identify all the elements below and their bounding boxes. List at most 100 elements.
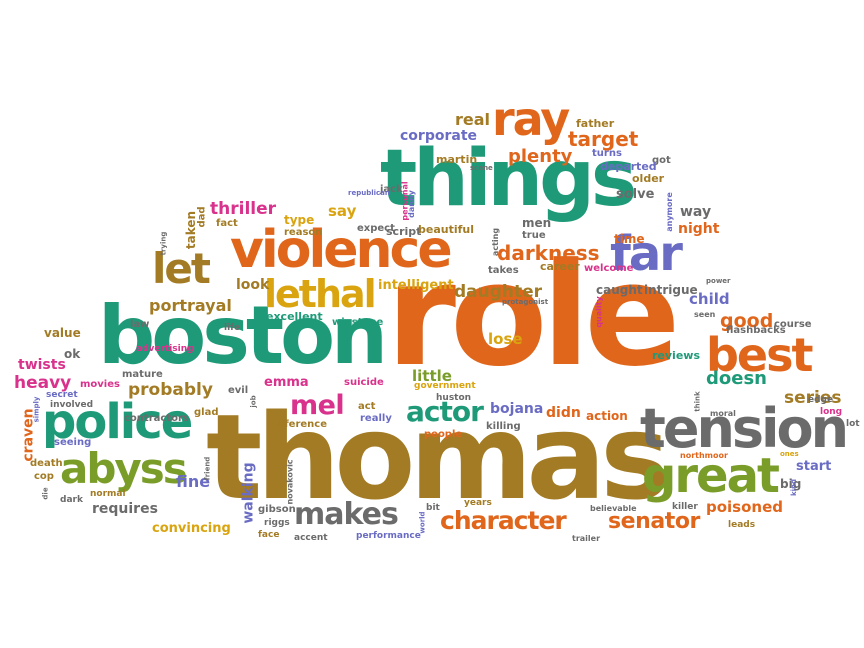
word: martin (436, 153, 478, 166)
word: got (652, 155, 671, 166)
word: jack (380, 184, 403, 195)
word: plenty (508, 146, 573, 167)
word: evil (228, 385, 249, 396)
word: beautiful (418, 223, 475, 236)
word: twists (18, 357, 66, 373)
word: die (41, 487, 50, 500)
word: quality (594, 296, 604, 328)
word: doesn (706, 368, 767, 389)
word: leads (728, 520, 756, 530)
word: actor (406, 395, 484, 428)
word: trailer (572, 534, 601, 543)
word: people (424, 429, 463, 440)
word: intrigue (644, 283, 698, 297)
word: ok (64, 347, 81, 361)
word: script (386, 225, 422, 238)
word: bojana (490, 401, 544, 417)
word: dad (196, 206, 208, 228)
word: fact (216, 218, 238, 229)
word: older (632, 172, 665, 185)
word: long (820, 407, 843, 417)
word: value (44, 326, 81, 340)
word: scene (470, 164, 493, 172)
word: flashbacks (726, 325, 786, 336)
word: mel (290, 390, 345, 421)
word: riggs (264, 518, 290, 528)
word: child (689, 290, 730, 308)
word: movies (80, 379, 120, 390)
word: excellent (266, 310, 323, 323)
word: suicide (344, 377, 384, 388)
word: taken (184, 210, 199, 250)
word: requires (92, 501, 158, 517)
word: time (614, 232, 645, 246)
word: probably (128, 380, 213, 400)
word: father (576, 117, 615, 130)
word: cop (34, 471, 54, 482)
word: men (522, 216, 552, 230)
word: portrayal (149, 296, 232, 315)
word: involved (50, 400, 94, 410)
word: turns (592, 148, 622, 159)
word: northmoor (680, 451, 728, 460)
word: series (784, 388, 842, 408)
word: darkness (497, 241, 600, 265)
word: gibson (258, 504, 296, 515)
word: anymore (664, 192, 674, 232)
word: protagonist (502, 298, 549, 306)
word: seen (694, 310, 716, 319)
word: let (152, 244, 211, 293)
word: walking (240, 462, 257, 524)
word: normal (90, 489, 126, 499)
word: role (386, 233, 681, 398)
word: start (796, 459, 832, 474)
word: law (130, 319, 150, 330)
word: big (780, 477, 802, 491)
word: glad (194, 407, 219, 418)
word: life (224, 323, 241, 333)
word: accent (294, 533, 328, 543)
word: solve (616, 187, 655, 202)
word: act (358, 401, 376, 412)
word: years (464, 498, 492, 508)
word: intelligent (378, 278, 454, 293)
word: danny (406, 190, 416, 218)
word: emma (264, 375, 309, 390)
word: trying (159, 231, 168, 256)
word: reason (284, 227, 323, 238)
word: job (249, 395, 258, 408)
word: type (284, 213, 315, 227)
word: simply (32, 396, 41, 423)
word: poisoned (706, 498, 784, 516)
word: believable (590, 504, 637, 513)
word: night (678, 221, 720, 237)
word: makes (294, 497, 399, 532)
word: far (610, 226, 683, 282)
word: death (30, 458, 63, 469)
word: best (706, 328, 813, 382)
word: target (568, 127, 639, 151)
word: dark (60, 495, 83, 505)
word: little (412, 367, 452, 385)
word: takes (488, 265, 519, 276)
word: face (258, 530, 280, 540)
word: reviews (652, 349, 700, 362)
word: great (642, 448, 780, 504)
word: welcome (584, 263, 634, 274)
word: winstone (332, 317, 384, 328)
word: contractors (124, 413, 189, 424)
word: republican (348, 189, 390, 197)
word: lot (846, 419, 860, 429)
word: heavy (14, 373, 72, 393)
word: departed (600, 160, 657, 173)
word: ray (492, 92, 570, 146)
word: think (693, 391, 702, 412)
word: abyss (60, 444, 188, 493)
word: acting (491, 227, 501, 257)
word: convincing (152, 521, 231, 536)
word: ones (780, 450, 799, 458)
word: novakovic (285, 459, 295, 505)
word: killing (486, 421, 521, 432)
word: lose (488, 330, 523, 348)
